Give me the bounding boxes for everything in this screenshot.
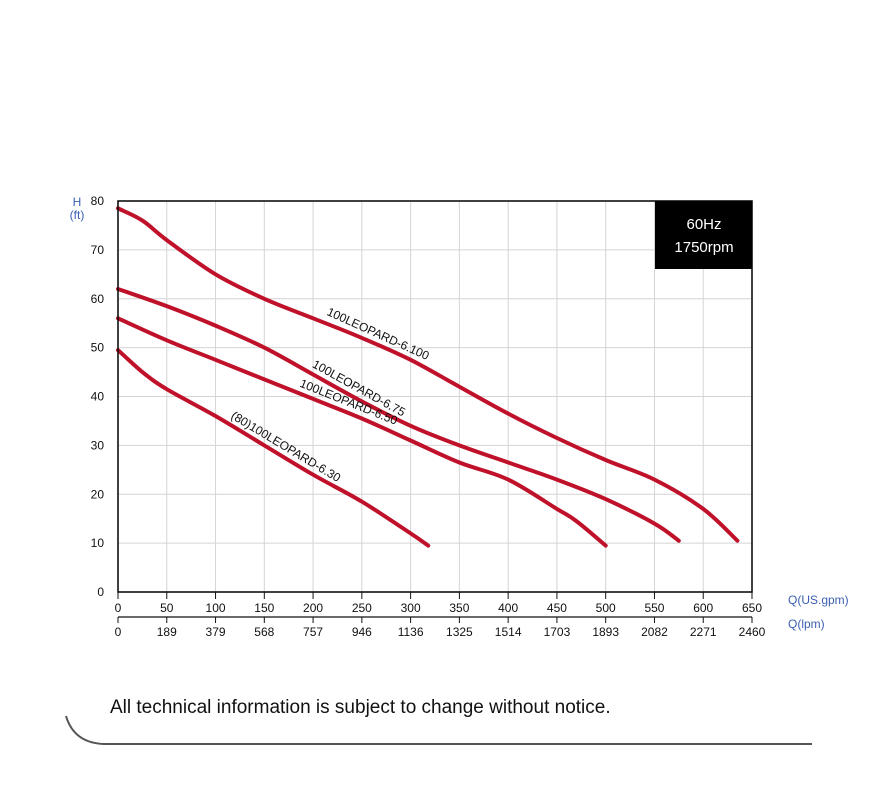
plot-frame [117,200,753,593]
x-tick-label-lpm: 1514 [495,625,522,639]
x-tick-label-lpm: 1893 [592,625,619,639]
y-tick-label: 10 [91,536,105,550]
y-tick-label: 20 [91,487,105,501]
footer-decoration-line [65,715,812,745]
y-unit-label-bottom: (ft) [70,208,85,222]
x-unit-label-gpm: Q(US.gpm) [788,593,849,607]
curve-label: (80)100LEOPARD-6.30 [229,408,344,485]
x-tick-label-gpm: 100 [206,601,226,615]
performance-curve [116,287,681,543]
speed-label: 1750rpm [674,239,733,256]
x-tick-label-lpm: 2460 [739,625,766,639]
curve-labels: 100LEOPARD-6.100100LEOPARD-6.75100LEOPAR… [229,305,432,485]
x-tick-label-lpm: 946 [352,625,372,639]
performance-curves [116,206,740,548]
x-tick-label-lpm: 2082 [641,625,668,639]
y-tick-label: 60 [91,292,105,306]
axes: 0 10 20 30 40 50 60 70 80 0 50 100 150 200 250 300 350 40… [91,194,766,639]
x-tick-label-gpm: 50 [160,601,174,615]
y-tick-label: 40 [91,390,105,404]
x-tick-label-lpm: 1136 [398,625,424,639]
y-tick-label: 50 [91,341,105,355]
x-unit-label-lpm: Q(lpm) [788,617,825,631]
x-tick-label-gpm: 0 [115,601,122,615]
speed-badge: 60Hz 1750rpm [655,201,752,269]
x-tick-label-gpm: 500 [596,601,616,615]
x-tick-label-gpm: 400 [498,601,518,615]
y-tick-label: 30 [91,438,105,452]
x-tick-label-lpm: 1703 [544,625,571,639]
x-tick-label-lpm: 1325 [446,625,473,639]
x-tick-label-lpm: 189 [157,625,177,639]
x-tick-label-lpm: 379 [206,625,226,639]
x-tick-label-gpm: 350 [449,601,469,615]
grid-lines [118,201,752,592]
x-tick-label-gpm: 550 [644,601,664,615]
performance-curve [116,206,740,543]
x-tick-label-gpm: 200 [303,601,323,615]
x-tick-label-gpm: 600 [693,601,713,615]
x-tick-label-gpm: 250 [352,601,372,615]
speed-badge-box [655,201,752,269]
performance-curve [116,348,431,548]
disclaimer-notice: All technical information is subject to … [110,697,611,718]
x-tick-label-gpm: 450 [547,601,567,615]
curve-label: 100LEOPARD-6.100 [325,305,432,363]
x-tick-label-gpm: 300 [401,601,421,615]
performance-curve [116,316,608,548]
frequency-label: 60Hz [686,216,721,233]
y-tick-label: 80 [91,194,105,208]
y-unit-label-top: H [73,195,82,209]
x-tick-label-lpm: 568 [254,625,274,639]
x-tick-label-lpm: 757 [303,625,323,639]
y-tick-label: 70 [91,243,105,257]
x-tick-label-lpm: 0 [115,625,122,639]
x-tick-label-lpm: 2271 [690,625,717,639]
y-tick-label: 0 [97,585,104,599]
x-tick-label-gpm: 650 [742,601,762,615]
x-tick-label-gpm: 150 [254,601,274,615]
